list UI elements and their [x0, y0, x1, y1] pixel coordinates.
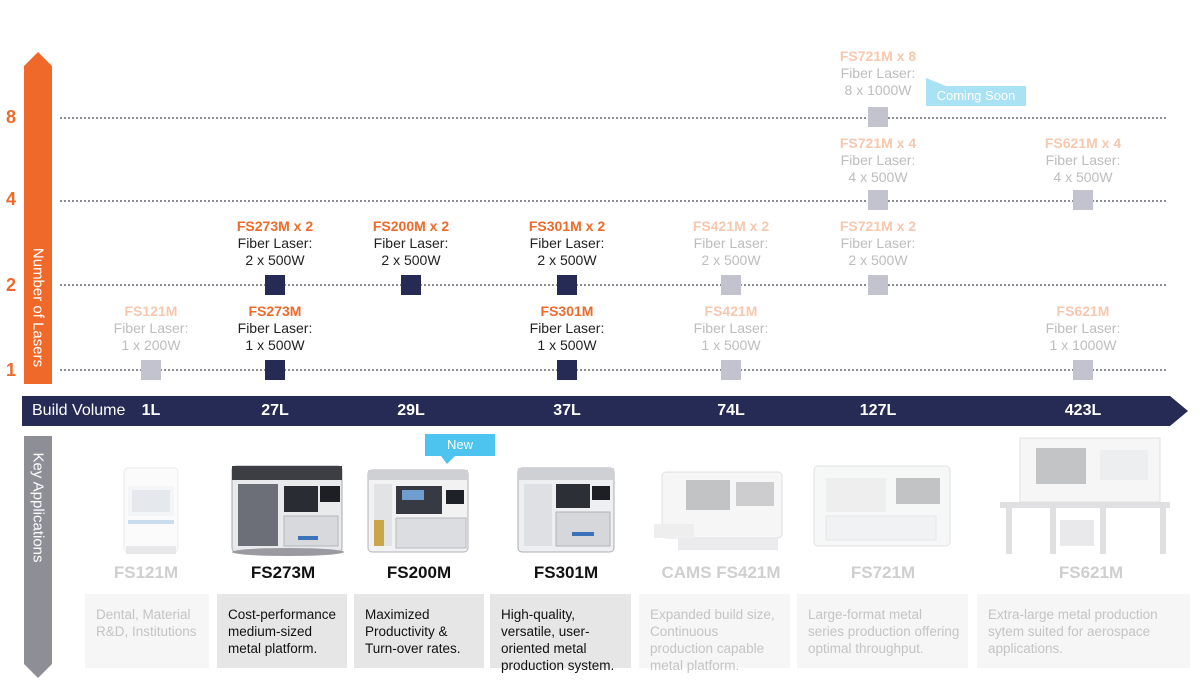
laser-label-fs721m-x4: FS721M x 4 Fiber Laser: 4 x 500W — [839, 135, 917, 185]
fs621m-machine-image — [1000, 437, 1170, 554]
laser-label-fs273m: FS273M Fiber Laser: 1 x 500W — [237, 303, 313, 353]
key-applications-label: Key Applications — [29, 452, 47, 563]
machine-name-fs301m: FS301M — [533, 563, 599, 582]
machine-name-fs621m: FS621M — [1058, 563, 1124, 582]
volume-423l: 423L — [1064, 402, 1102, 419]
machine-name-cams-fs421m: CAMS FS421M — [661, 563, 781, 582]
laser-label-fs273m-x2: FS273M x 2 Fiber Laser: 2 x 500W — [236, 218, 314, 268]
marker-fs721m-2 — [868, 275, 888, 295]
marker-fs121m-1 — [141, 360, 161, 380]
laser-label-fs301m: FS301M Fiber Laser: 1 x 500W — [529, 303, 605, 353]
fs273m-machine-image — [231, 465, 344, 556]
marker-fs421m-2 — [721, 275, 741, 295]
marker-fs301m-1 — [557, 360, 577, 380]
description-fs621m: Extra-large metal production sytem suite… — [977, 594, 1190, 668]
gridline-1 — [60, 369, 1166, 371]
key-applications-arrow — [24, 436, 52, 678]
description-fs121m: Dental, Material R&D, Institutions — [85, 594, 209, 668]
new-badge-shape — [425, 434, 495, 464]
marker-fs301m-2 — [557, 275, 577, 295]
marker-fs621m-1 — [1073, 360, 1093, 380]
new-badge: New — [446, 437, 473, 452]
machine-name-fs273m: FS273M — [250, 563, 316, 582]
laser-label-fs200m-x2: FS200M x 2 Fiber Laser: 2 x 500W — [372, 218, 450, 268]
marker-fs621m-4 — [1073, 190, 1093, 210]
machine-name-fs121m: FS121M — [113, 563, 179, 582]
fs721m-machine-image — [813, 465, 951, 547]
description-fs301m: High-quality, versatile, user-oriented m… — [490, 594, 631, 673]
laser-label-fs721m-x8: FS721M x 8 Fiber Laser: 8 x 1000W — [839, 48, 917, 98]
volume-29l: 29L — [397, 402, 425, 419]
cams-fs421m-machine-image — [654, 471, 783, 550]
marker-fs721m-4 — [868, 190, 888, 210]
coming-soon-badge: Coming Soon — [936, 88, 1016, 103]
description-cams-fs421m: Expanded build size, Continuous producti… — [639, 594, 790, 673]
fs301m-machine-image — [517, 467, 615, 553]
laser-label-fs621m: FS621M Fiber Laser: 1 x 1000W — [1045, 303, 1121, 353]
machine-name-fs200m: FS200M — [386, 563, 452, 582]
build-volume-label: Build Volume — [32, 402, 126, 419]
y-tick-4: 4 — [5, 189, 16, 209]
y-tick-2: 2 — [5, 275, 16, 295]
laser-label-fs301m-x2: FS301M x 2 Fiber Laser: 2 x 500W — [528, 218, 606, 268]
marker-fs721m-8 — [868, 107, 888, 127]
laser-label-fs721m-x2: FS721M x 2 Fiber Laser: 2 x 500W — [839, 218, 917, 268]
marker-fs273m-2 — [265, 275, 285, 295]
y-tick-1: 1 — [5, 360, 16, 380]
y-tick-8: 8 — [5, 107, 16, 127]
gridline-2 — [60, 284, 1166, 286]
build-volume-axis — [22, 396, 1188, 426]
gridline-8 — [60, 117, 1166, 119]
volume-1l: 1L — [141, 402, 161, 419]
volume-127l: 127L — [859, 402, 897, 419]
volume-27l: 27L — [261, 402, 289, 419]
volume-74l: 74L — [717, 402, 745, 419]
laser-label-fs121m: FS121M Fiber Laser: 1 x 200W — [113, 303, 189, 353]
volume-37l: 37L — [553, 402, 581, 419]
description-fs273m: Cost-performance medium-sized metal plat… — [217, 594, 347, 668]
machine-name-fs721m: FS721M — [850, 563, 916, 582]
fs121m-machine-image — [123, 467, 179, 554]
gridline-4 — [60, 200, 1166, 202]
laser-label-fs621m-x4: FS621M x 4 Fiber Laser: 4 x 500W — [1044, 135, 1122, 185]
marker-fs421m-1 — [721, 360, 741, 380]
marker-fs273m-1 — [265, 360, 285, 380]
description-fs200m: Maximized Productivity & Turn-over rates… — [354, 594, 484, 668]
y-axis-label: Number of Lasers — [29, 247, 47, 368]
laser-label-fs421m: FS421M Fiber Laser: 1 x 500W — [693, 303, 769, 353]
fs200m-machine-image — [367, 469, 469, 553]
y-axis-arrow — [24, 52, 52, 384]
laser-label-fs421m-x2: FS421M x 2 Fiber Laser: 2 x 500W — [692, 218, 770, 268]
marker-fs200m-2 — [401, 275, 421, 295]
description-fs721m: Large-format metal series production off… — [797, 594, 968, 668]
coming-soon-badge-shape — [926, 78, 1026, 106]
